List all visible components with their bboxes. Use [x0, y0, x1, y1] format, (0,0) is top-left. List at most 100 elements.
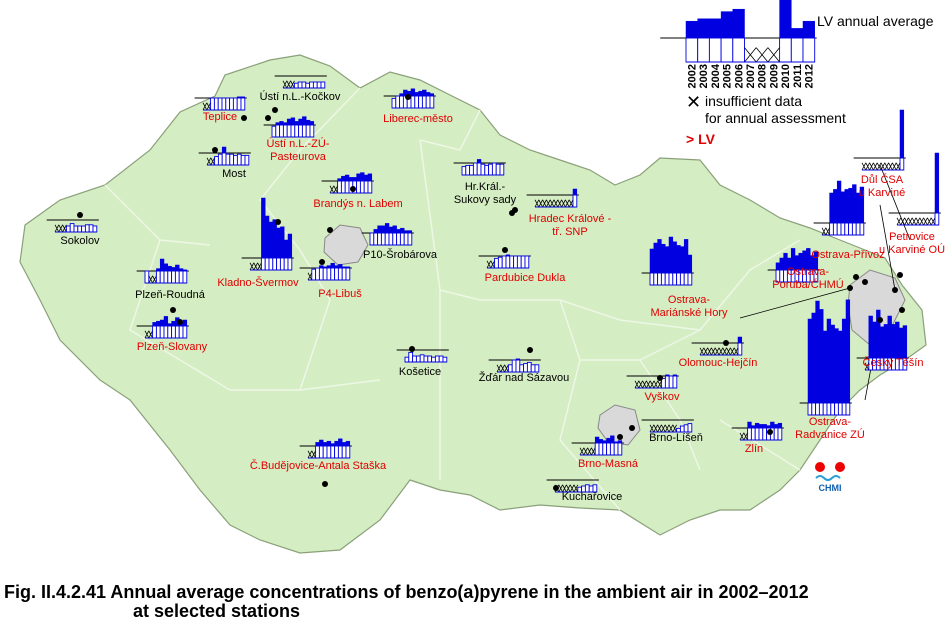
- bar-lower: [301, 81, 307, 89]
- station-label: Brno-Líšeň: [649, 432, 703, 444]
- bar-upper: [326, 265, 332, 269]
- bar-lower: [275, 124, 281, 138]
- bar-lower: [461, 166, 467, 176]
- bar-upper: [360, 172, 365, 182]
- bar-lower: [373, 232, 379, 246]
- bar-upper: [895, 321, 900, 359]
- station-label: Zlín: [745, 443, 763, 455]
- bar-lower: [322, 445, 328, 459]
- bar-upper: [345, 440, 351, 447]
- bar-lower: [427, 355, 433, 363]
- station-dot: [527, 347, 533, 353]
- bar: [526, 361, 532, 373]
- insufficient-mark: [553, 199, 559, 208]
- bar-upper: [377, 225, 382, 234]
- bar: [472, 162, 478, 176]
- insufficient-mark: [900, 217, 905, 226]
- bar: [404, 356, 410, 363]
- station-label: u Karviné OÚ: [879, 243, 945, 256]
- bar-lower: [399, 232, 405, 246]
- bar: [499, 163, 505, 176]
- bar-lower: [315, 445, 320, 459]
- bar-upper: [399, 93, 404, 97]
- bar-upper: [572, 188, 578, 196]
- bar-lower: [301, 124, 307, 138]
- bar-lower: [318, 267, 324, 281]
- bar: [65, 225, 71, 233]
- bar-upper: [606, 437, 611, 444]
- insufficient-mark: [888, 162, 893, 171]
- bar-lower: [391, 97, 397, 109]
- bar: [442, 356, 448, 363]
- bar: [434, 355, 440, 363]
- bar-upper: [381, 225, 386, 234]
- bar-lower: [279, 124, 284, 138]
- bar: [167, 323, 173, 339]
- bar-upper: [653, 242, 658, 274]
- bar-upper: [178, 268, 184, 272]
- bar-lower: [174, 270, 180, 284]
- bar-upper: [315, 442, 320, 447]
- bar-lower: [657, 272, 662, 286]
- station-dot: [272, 107, 278, 113]
- bar-upper: [182, 319, 188, 327]
- bar-lower: [837, 402, 843, 416]
- bar-lower: [330, 267, 336, 281]
- bar: [412, 355, 417, 363]
- bar-lower: [293, 82, 299, 89]
- bar: [337, 438, 343, 459]
- bar-upper: [159, 258, 165, 272]
- bar-lower: [530, 364, 536, 373]
- insufficient-mark: [583, 447, 588, 456]
- bar: [217, 153, 223, 166]
- bar-lower: [326, 445, 332, 459]
- bar-lower: [322, 267, 328, 281]
- bar-lower: [178, 270, 184, 284]
- bar-upper: [610, 435, 615, 444]
- bar-lower: [341, 267, 347, 281]
- bar: [779, 0, 792, 63]
- bar: [359, 172, 365, 194]
- bar-upper: [859, 186, 865, 224]
- bar: [311, 268, 317, 281]
- bar: [750, 425, 756, 441]
- bar-upper: [770, 421, 775, 429]
- insufficient-mark: [661, 424, 666, 433]
- bar: [345, 266, 351, 281]
- bar-lower: [495, 163, 501, 176]
- insufficient-mark: [546, 199, 551, 208]
- bar: [419, 354, 425, 363]
- bar-lower: [171, 270, 176, 284]
- bar-lower: [214, 156, 219, 166]
- bar-upper: [356, 173, 361, 182]
- bar-upper: [334, 440, 339, 447]
- bar: [341, 442, 347, 459]
- bar-lower: [236, 153, 242, 166]
- bar: [418, 90, 423, 109]
- bar-upper: [275, 122, 280, 126]
- legend-year: 2007: [745, 64, 757, 88]
- bar-lower: [404, 356, 410, 363]
- bar: [294, 121, 300, 138]
- station-dot: [897, 272, 903, 278]
- insufficient-mark: [646, 380, 651, 389]
- bar-lower: [672, 272, 678, 286]
- bar-lower: [384, 232, 390, 246]
- bar-lower: [65, 225, 71, 233]
- station-label: Ostrava-: [668, 294, 711, 306]
- bar-upper: [344, 174, 350, 182]
- insufficient-mark: [534, 199, 540, 208]
- bar-upper: [396, 229, 401, 234]
- bar-lower: [81, 225, 86, 233]
- bar: [293, 82, 299, 89]
- bar-upper: [848, 187, 853, 224]
- logo-dot: [835, 462, 845, 472]
- bar: [334, 440, 339, 459]
- bar: [934, 152, 940, 226]
- bar-upper: [298, 118, 303, 126]
- bar-lower: [311, 268, 317, 281]
- legend: LV annual average ✕ insufficient data fo…: [686, 13, 934, 147]
- bar: [668, 375, 674, 389]
- bar-upper: [302, 116, 307, 126]
- bar-lower: [167, 325, 173, 339]
